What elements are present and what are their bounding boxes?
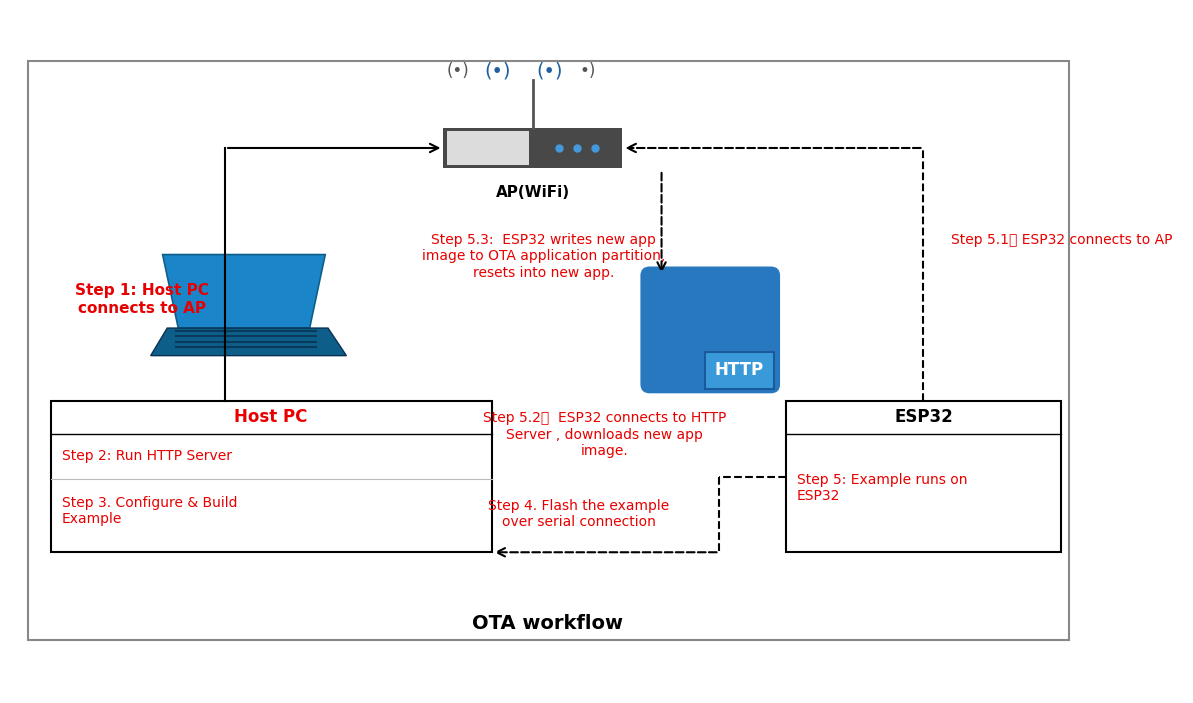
Text: •): •): [580, 62, 596, 80]
Text: Step 5.1： ESP32 connects to AP: Step 5.1： ESP32 connects to AP: [951, 233, 1173, 247]
FancyBboxPatch shape: [447, 131, 530, 165]
Text: Step 5: Example runs on
ESP32: Step 5: Example runs on ESP32: [797, 473, 968, 503]
Text: Step 3. Configure & Build
Example: Step 3. Configure & Build Example: [62, 496, 237, 526]
FancyBboxPatch shape: [27, 60, 1069, 640]
Text: Step 2: Run HTTP Server: Step 2: Run HTTP Server: [62, 449, 231, 463]
FancyBboxPatch shape: [705, 352, 773, 389]
Polygon shape: [150, 328, 346, 356]
Text: HTTP: HTTP: [715, 361, 764, 380]
Text: Step 5.2：  ESP32 connects to HTTP
Server , downloads new app
image.: Step 5.2： ESP32 connects to HTTP Server …: [483, 411, 727, 458]
FancyBboxPatch shape: [444, 128, 623, 168]
Text: Host PC: Host PC: [234, 408, 308, 426]
FancyBboxPatch shape: [641, 266, 780, 393]
Text: ESP32: ESP32: [894, 408, 953, 426]
Text: OTA workflow: OTA workflow: [472, 614, 623, 633]
Polygon shape: [162, 254, 326, 328]
FancyBboxPatch shape: [785, 401, 1062, 553]
Text: AP(WiFi): AP(WiFi): [496, 185, 570, 200]
Text: Step 5.3:  ESP32 writes new app
image to OTA application partition,
resets into : Step 5.3: ESP32 writes new app image to …: [422, 233, 666, 280]
Text: Step 4. Flash the example
over serial connection: Step 4. Flash the example over serial co…: [488, 498, 669, 529]
Text: (•): (•): [446, 62, 469, 80]
FancyBboxPatch shape: [50, 401, 492, 553]
Text: (•): (•): [484, 61, 512, 80]
Text: Step 1: Host PC
connects to AP: Step 1: Host PC connects to AP: [75, 283, 209, 316]
Text: (•): (•): [536, 61, 563, 80]
